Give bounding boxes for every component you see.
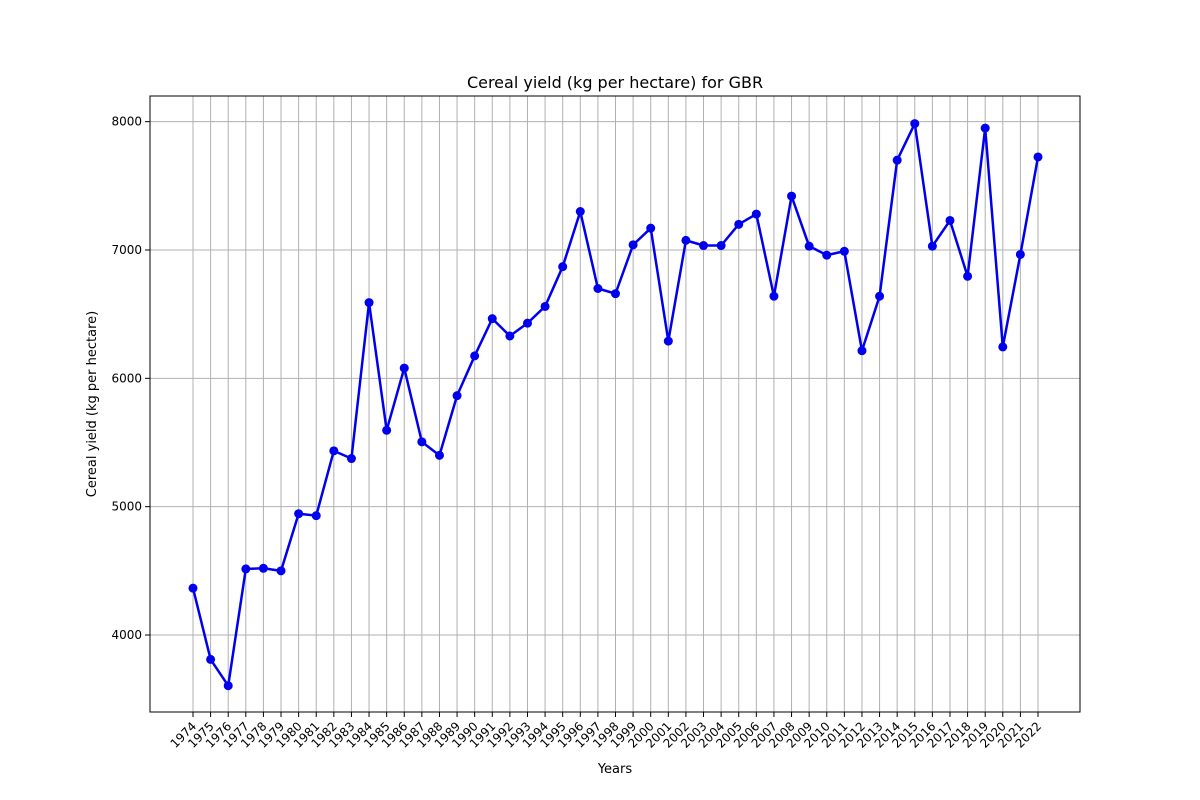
data-point <box>699 241 709 251</box>
data-point <box>241 564 251 574</box>
data-point <box>452 391 462 401</box>
data-point <box>206 654 216 664</box>
data-point <box>276 566 286 576</box>
data-point <box>839 246 849 256</box>
data-point <box>628 240 638 250</box>
data-point <box>751 209 761 219</box>
data-point <box>346 454 356 464</box>
data-point <box>593 284 603 293</box>
y-axis: 4000 5000 6000 7000 8000 <box>111 115 150 642</box>
data-point <box>540 301 550 311</box>
data-point <box>875 291 885 301</box>
series-line <box>188 119 1043 691</box>
y-tick-label: 8000 <box>111 115 142 129</box>
data-point <box>963 271 973 281</box>
data-point <box>787 191 797 201</box>
data-point <box>575 207 585 216</box>
y-axis-label: Cereal yield (kg per hectare) <box>85 311 100 497</box>
data-point <box>399 363 409 373</box>
data-point <box>611 289 620 299</box>
data-point <box>434 450 444 460</box>
data-point <box>998 342 1008 352</box>
data-point <box>734 219 744 229</box>
data-point <box>804 241 814 251</box>
data-point <box>223 681 233 691</box>
x-axis-label: Years <box>597 762 633 777</box>
data-point <box>1033 152 1043 162</box>
data-point <box>382 425 392 435</box>
data-point <box>329 446 339 456</box>
x-axis: 1974197519761977197819791980198119821983… <box>168 712 1044 751</box>
data-point <box>716 241 726 251</box>
data-point <box>646 223 656 233</box>
chart-title: Cereal yield (kg per hectare) for GBR <box>467 73 763 92</box>
data-point <box>258 563 268 573</box>
data-point <box>945 215 955 225</box>
data-point <box>487 314 497 324</box>
y-tick-label: 5000 <box>111 500 142 514</box>
data-point <box>558 262 568 272</box>
data-point <box>857 346 867 356</box>
data-point <box>1015 249 1025 259</box>
data-point <box>681 235 691 245</box>
data-point <box>892 155 902 165</box>
data-point <box>927 241 937 251</box>
data-point <box>822 250 832 260</box>
data-point <box>910 119 920 129</box>
data-point <box>522 318 532 328</box>
y-tick-label: 6000 <box>111 371 142 385</box>
data-point <box>417 437 427 447</box>
data-point <box>980 123 990 133</box>
grid-lines <box>150 96 1080 712</box>
y-tick-label: 4000 <box>111 628 142 642</box>
y-tick-label: 7000 <box>111 243 142 257</box>
data-point <box>311 511 321 521</box>
data-point <box>663 336 673 346</box>
data-point <box>364 298 374 308</box>
data-point <box>769 291 779 301</box>
data-point <box>470 351 480 361</box>
data-point <box>505 331 515 341</box>
data-point <box>188 583 198 593</box>
data-point <box>294 509 304 519</box>
